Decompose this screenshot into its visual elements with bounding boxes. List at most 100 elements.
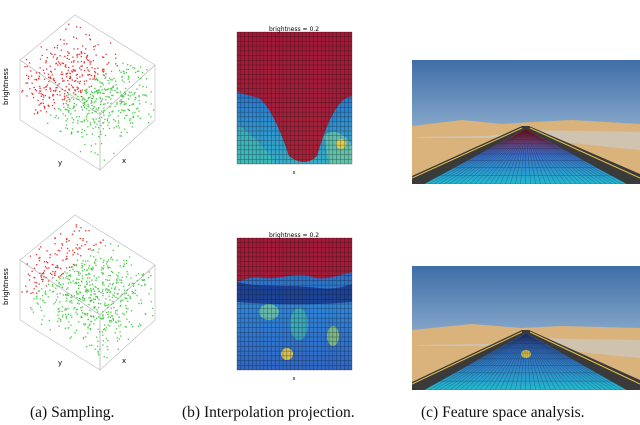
unsafe-sample-point (28, 75, 30, 77)
unsafe-sample-point (46, 57, 48, 59)
safe-sample-point (111, 94, 113, 97)
unsafe-sample-point (35, 72, 38, 74)
safe-sample-point (114, 288, 116, 291)
unsafe-sample-point (93, 77, 96, 79)
unsafe-sample-point (95, 243, 97, 245)
unsafe-sample-point (80, 65, 82, 67)
unsafe-sample-point (38, 259, 41, 262)
safe-sample-point (67, 104, 70, 106)
safe-sample-point (116, 87, 118, 89)
safe-sample-point (69, 337, 71, 339)
safe-sample-point (94, 293, 96, 295)
safe-sample-point (77, 272, 80, 274)
safe-sample-point (138, 302, 140, 305)
unsafe-sample-point (49, 254, 51, 256)
safe-sample-point (93, 306, 95, 308)
safe-sample-point (73, 98, 75, 100)
unsafe-sample-point (67, 54, 69, 57)
safe-sample-point (116, 259, 118, 261)
unsafe-sample-point (39, 272, 41, 274)
road-grid-line (464, 129, 527, 184)
safe-sample-point (95, 118, 97, 120)
unsafe-sample-point (54, 68, 56, 70)
safe-sample-point (69, 101, 71, 103)
safe-sample-point (114, 286, 117, 288)
unsafe-sample-point (63, 99, 65, 101)
unsafe-sample-point (28, 279, 31, 281)
safe-sample-point (55, 115, 57, 117)
unsafe-sample-point (67, 51, 69, 53)
unsafe-sample-point (32, 93, 34, 95)
unsafe-sample-point (59, 38, 62, 41)
safe-sample-point (128, 321, 130, 323)
safe-sample-point (144, 284, 146, 286)
unsafe-sample-point (51, 104, 54, 107)
safe-sample-point (76, 302, 79, 304)
safe-sample-point (82, 295, 84, 297)
safe-sample-point (132, 112, 134, 114)
safe-sample-point (121, 276, 123, 278)
safe-sample-point (95, 98, 98, 100)
safe-sample-point (68, 109, 70, 112)
unsafe-sample-point (90, 74, 93, 76)
unsafe-sample-point (103, 74, 105, 77)
safe-sample-point (70, 294, 73, 296)
unsafe-sample-point (66, 43, 68, 45)
safe-sample-point (84, 120, 86, 122)
unsafe-sample-point (88, 70, 90, 72)
safe-sample-point (102, 317, 105, 319)
unsafe-sample-point (40, 95, 42, 97)
safe-sample-point (102, 84, 104, 86)
safe-sample-point (65, 316, 67, 318)
safe-sample-point (85, 89, 87, 91)
safe-sample-point (102, 340, 104, 342)
unsafe-sample-point (27, 77, 29, 80)
safe-sample-point (67, 106, 69, 108)
road-grid-line (494, 333, 527, 390)
safe-sample-point (145, 94, 147, 96)
road-grid-line (525, 333, 536, 390)
heatmap-xlabel: x (293, 170, 296, 176)
safe-sample-point (77, 95, 79, 98)
unsafe-sample-point (67, 96, 69, 99)
safe-sample-point (132, 292, 134, 295)
unsafe-sample-point (68, 77, 71, 80)
unsafe-sample-point (89, 61, 91, 63)
safe-sample-point (81, 267, 83, 269)
safe-sample-point (120, 304, 122, 307)
unsafe-sample-point (116, 65, 118, 67)
safe-sample-point (97, 288, 99, 290)
safe-sample-point (117, 115, 119, 117)
safe-sample-point (118, 316, 120, 318)
unsafe-sample-point (87, 69, 89, 71)
safe-sample-point (140, 302, 143, 304)
safe-sample-point (91, 101, 93, 103)
unsafe-sample-point (21, 291, 23, 293)
road-grid-line (525, 333, 587, 390)
safe-sample-point (103, 265, 105, 267)
safe-sample-point (117, 297, 119, 300)
safe-sample-point (94, 122, 96, 124)
unsafe-sample-point (86, 56, 88, 59)
safe-sample-point (134, 289, 137, 291)
safe-sample-point (134, 99, 136, 101)
safe-sample-point (119, 91, 122, 93)
unsafe-sample-point (75, 37, 78, 39)
unsafe-sample-point (87, 74, 89, 76)
safe-sample-point (120, 279, 123, 281)
safe-sample-point (105, 288, 107, 290)
unsafe-sample-point (86, 54, 89, 56)
safe-sample-point (123, 259, 125, 262)
safe-sample-point (83, 119, 85, 121)
safe-sample-point (94, 91, 96, 93)
safe-sample-point (125, 71, 127, 74)
safe-sample-point (107, 316, 109, 318)
safe-sample-point (90, 268, 92, 270)
unsafe-sample-point (50, 90, 52, 92)
safe-sample-point (68, 279, 70, 281)
safe-sample-point (107, 311, 109, 313)
safe-sample-point (84, 324, 86, 326)
safe-sample-point (103, 356, 105, 358)
safe-sample-point (112, 294, 114, 296)
safe-sample-point (65, 120, 67, 122)
